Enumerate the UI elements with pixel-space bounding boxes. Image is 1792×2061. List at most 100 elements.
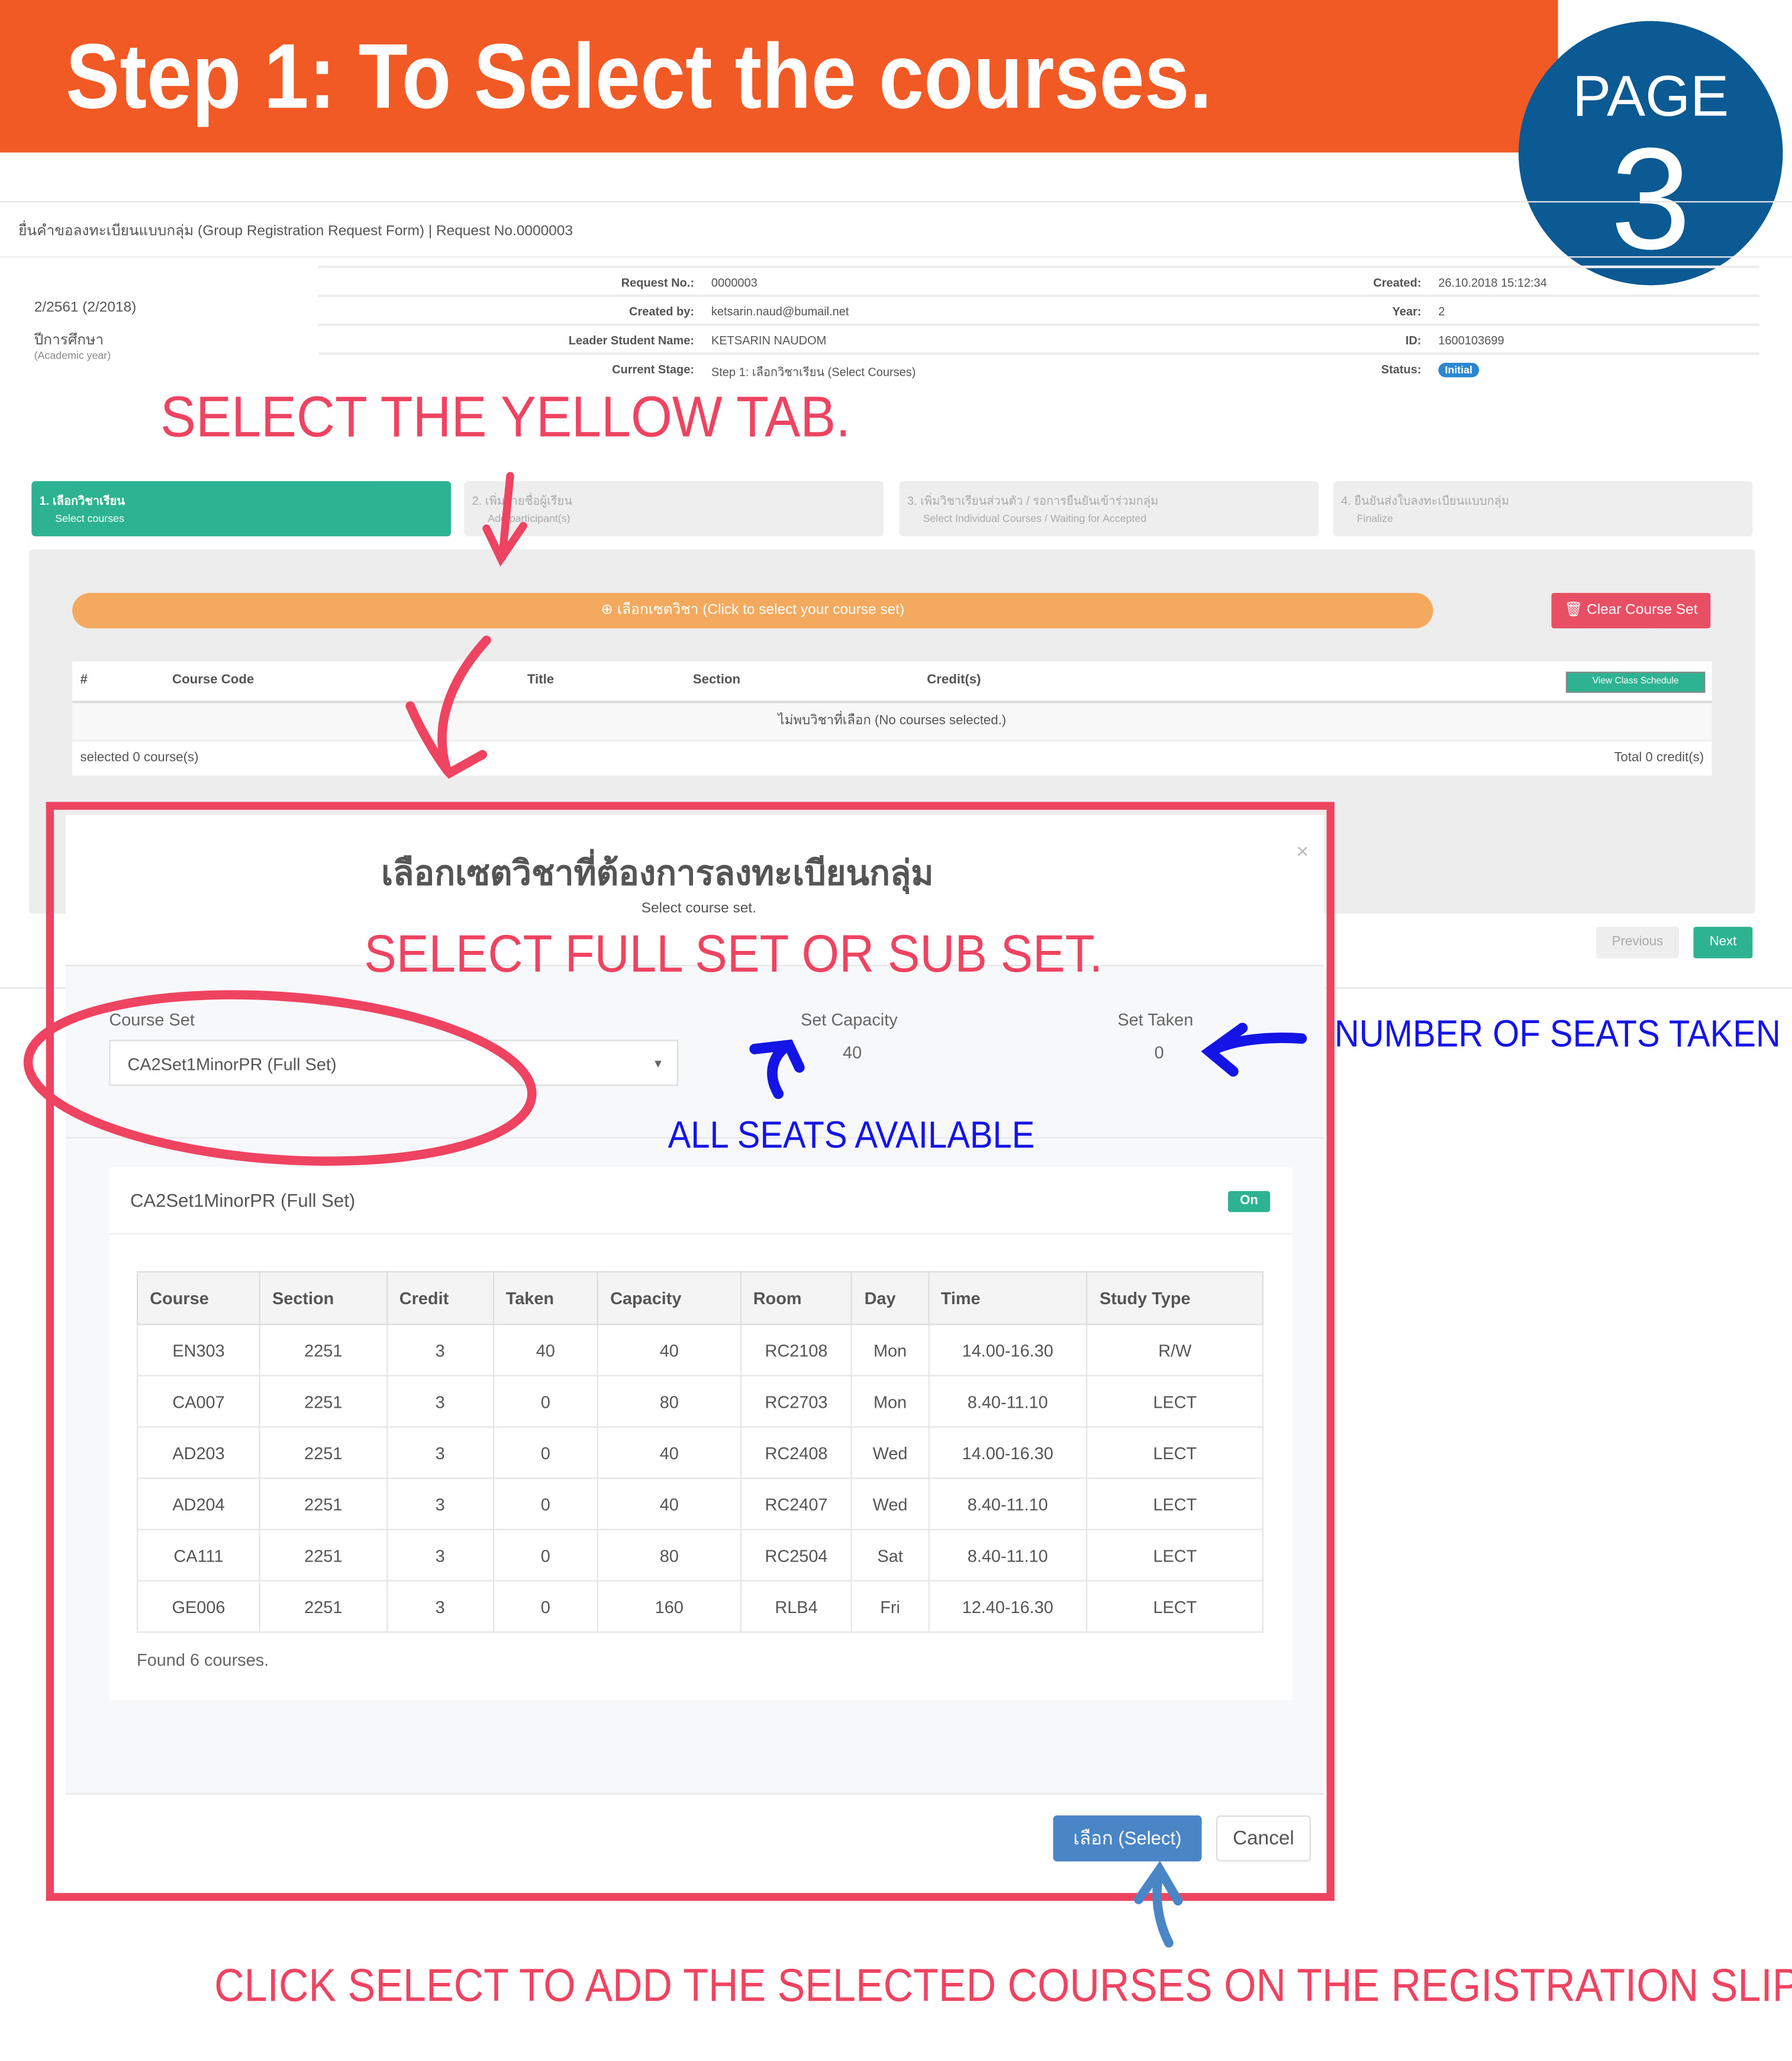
table-cell: LECT xyxy=(1086,1580,1264,1633)
stage: Step 1: เลือกวิชาเรียน (Select Courses) xyxy=(711,365,916,379)
table-cell: 160 xyxy=(597,1580,742,1633)
table-cell: Wed xyxy=(851,1478,929,1530)
table-cell: 2251 xyxy=(259,1528,388,1582)
blue-arrow-icon xyxy=(749,1039,805,1099)
selected-courses-header: # Course Code Title Section Credit(s) xyxy=(72,661,1712,704)
tab-individual-courses[interactable]: 3. เพิ่มวิชาเรียนส่วนตัว / รอการยืนยันเข… xyxy=(899,481,1319,537)
clear-course-set-button[interactable]: 🗑 Clear Course Set xyxy=(1551,592,1711,628)
column-header: Course xyxy=(137,1271,261,1325)
student-id: 1600103699 xyxy=(1438,334,1504,347)
empty-message: ไม่พบวิชาที่เลือก (No courses selected.) xyxy=(72,703,1712,740)
table-cell: 2251 xyxy=(259,1478,388,1530)
course-set-select[interactable]: CA2Set1MinorPR (Full Set) ▼ xyxy=(109,1040,679,1086)
set-capacity-label: Set Capacity xyxy=(800,1009,898,1030)
table-cell: 0 xyxy=(492,1426,599,1479)
table-cell: 80 xyxy=(597,1528,742,1582)
blue-arrow-icon xyxy=(1134,1860,1183,1948)
academic-year-sub: (Academic year) xyxy=(34,349,111,362)
tab-subtitle: Select Individual Courses / Waiting for … xyxy=(923,512,1147,525)
table-row: CA007 2251 3 0 80 RC2703 Mon 8.40-11.10 LECT xyxy=(137,1375,1264,1428)
set-taken-label: Set Taken xyxy=(1117,1009,1194,1030)
red-arrow-icon xyxy=(482,472,527,567)
col-course-code: Course Code xyxy=(172,673,254,688)
column-header: Room xyxy=(740,1271,853,1325)
table-cell: Wed xyxy=(851,1426,929,1479)
table-cell: AD204 xyxy=(137,1478,261,1530)
table-cell: 2251 xyxy=(259,1580,388,1633)
col-title: Title xyxy=(527,673,555,688)
divider xyxy=(0,256,1792,258)
caret-down-icon: ▼ xyxy=(652,1057,664,1070)
banner-title: Step 1: To Select the courses. xyxy=(66,25,1212,128)
info-row: Created by: ketsarin.naud@bumail.net Yea… xyxy=(318,294,1759,326)
tab-subtitle: Finalize xyxy=(1356,512,1393,525)
view-class-schedule-button[interactable]: View Class Schedule xyxy=(1565,672,1706,693)
academic-year-label: ปีการศึกษา xyxy=(34,333,104,349)
table-cell: CA111 xyxy=(137,1528,261,1582)
table-cell: RC2504 xyxy=(740,1528,853,1582)
total-credits: Total 0 credit(s) xyxy=(1614,750,1704,765)
year: 2 xyxy=(1438,305,1445,318)
table-cell: 0 xyxy=(492,1375,599,1428)
status-badge: Initial xyxy=(1438,363,1480,378)
created: 26.10.2018 15:12:34 xyxy=(1438,276,1547,289)
table-cell: 40 xyxy=(597,1426,742,1479)
status-label: Status: xyxy=(1381,363,1422,376)
table-cell: 8.40-11.10 xyxy=(927,1478,1088,1530)
select-course-set-button[interactable]: ⊕ เลือกเซตวิชา (Click to select your cou… xyxy=(72,592,1433,628)
panel-title: CA2Set1MinorPR (Full Set) xyxy=(130,1189,356,1211)
selected-footer: selected 0 course(s) Total 0 credit(s) xyxy=(72,741,1712,776)
col-credits: Credit(s) xyxy=(927,673,981,688)
table-row: AD204 2251 3 0 40 RC2407 Wed 8.40-11.10 LECT xyxy=(137,1478,1264,1530)
col-number: # xyxy=(80,673,88,688)
table-cell: 2251 xyxy=(259,1375,388,1428)
table-cell: 3 xyxy=(386,1478,494,1530)
table-cell: RC2108 xyxy=(740,1324,853,1377)
table-cell: 0 xyxy=(492,1580,599,1633)
request-no-label: Request No.: xyxy=(621,276,695,289)
course-set-panel-header: CA2Set1MinorPR (Full Set) xyxy=(109,1167,1293,1235)
next-button[interactable]: Next xyxy=(1693,927,1753,959)
table-cell: 40 xyxy=(597,1324,742,1377)
previous-button[interactable]: Previous xyxy=(1596,927,1679,959)
tab-add-participants[interactable]: 2. เพิ่มรายชื่อผู้เรียน Add participant(… xyxy=(464,481,884,537)
tab-title: 1. เลือกวิชาเรียน xyxy=(39,494,125,508)
select-button[interactable]: เลือก (Select) xyxy=(1053,1815,1202,1862)
page-number: 3 xyxy=(1610,118,1691,280)
table-row: GE006 2251 3 0 160 RLB4 Fri 12.40-16.30 LECT xyxy=(137,1580,1264,1633)
table-cell: CA007 xyxy=(137,1375,261,1428)
cancel-button[interactable]: Cancel xyxy=(1216,1815,1311,1862)
table-cell: GE006 xyxy=(137,1580,261,1633)
created-by: ketsarin.naud@bumail.net xyxy=(711,305,849,318)
modal-subtitle: Select course set. xyxy=(641,900,756,917)
red-arrow-icon xyxy=(405,636,491,779)
table-cell: 2251 xyxy=(259,1324,388,1377)
table-cell: 40 xyxy=(597,1478,742,1530)
column-header: Day xyxy=(851,1271,929,1325)
table-cell: 14.00-16.30 xyxy=(927,1324,1088,1377)
table-cell: 3 xyxy=(386,1375,494,1428)
set-taken: 0 xyxy=(1154,1042,1164,1063)
set-capacity: 40 xyxy=(843,1042,862,1063)
divider xyxy=(66,1137,1324,1138)
table-header-row: Course Section Credit Taken Capacity Room Day T… xyxy=(137,1271,1264,1325)
page-label: PAGE xyxy=(1572,64,1729,129)
column-header: Study Type xyxy=(1086,1271,1264,1325)
annotation-seats-available: ALL SEATS AVAILABLE xyxy=(668,1114,1035,1157)
table-cell: 0 xyxy=(492,1528,599,1582)
created-label: Created: xyxy=(1373,276,1422,289)
table-cell: LECT xyxy=(1086,1478,1264,1530)
form-header: ยื่นคำขอลงทะเบียนแบบกลุ่ม (Group Registr… xyxy=(18,223,573,240)
close-icon[interactable]: × xyxy=(1296,841,1309,864)
stage-label: Current Stage: xyxy=(612,363,695,376)
tab-finalize[interactable]: 4. ยืนยันส่งใบลงทะเบียนแบบกลุ่ม Finalize xyxy=(1333,481,1753,537)
course-set-value: CA2Set1MinorPR (Full Set) xyxy=(127,1054,337,1075)
table-cell: 3 xyxy=(386,1580,494,1633)
table-cell: 8.40-11.10 xyxy=(927,1528,1088,1582)
course-table: Course Section Credit Taken Capacity Room Day T… xyxy=(137,1271,1264,1633)
tab-select-courses[interactable]: 1. เลือกวิชาเรียน Select courses xyxy=(31,481,452,537)
table-cell: 3 xyxy=(386,1324,494,1377)
table-cell: 12.40-16.30 xyxy=(927,1580,1088,1633)
